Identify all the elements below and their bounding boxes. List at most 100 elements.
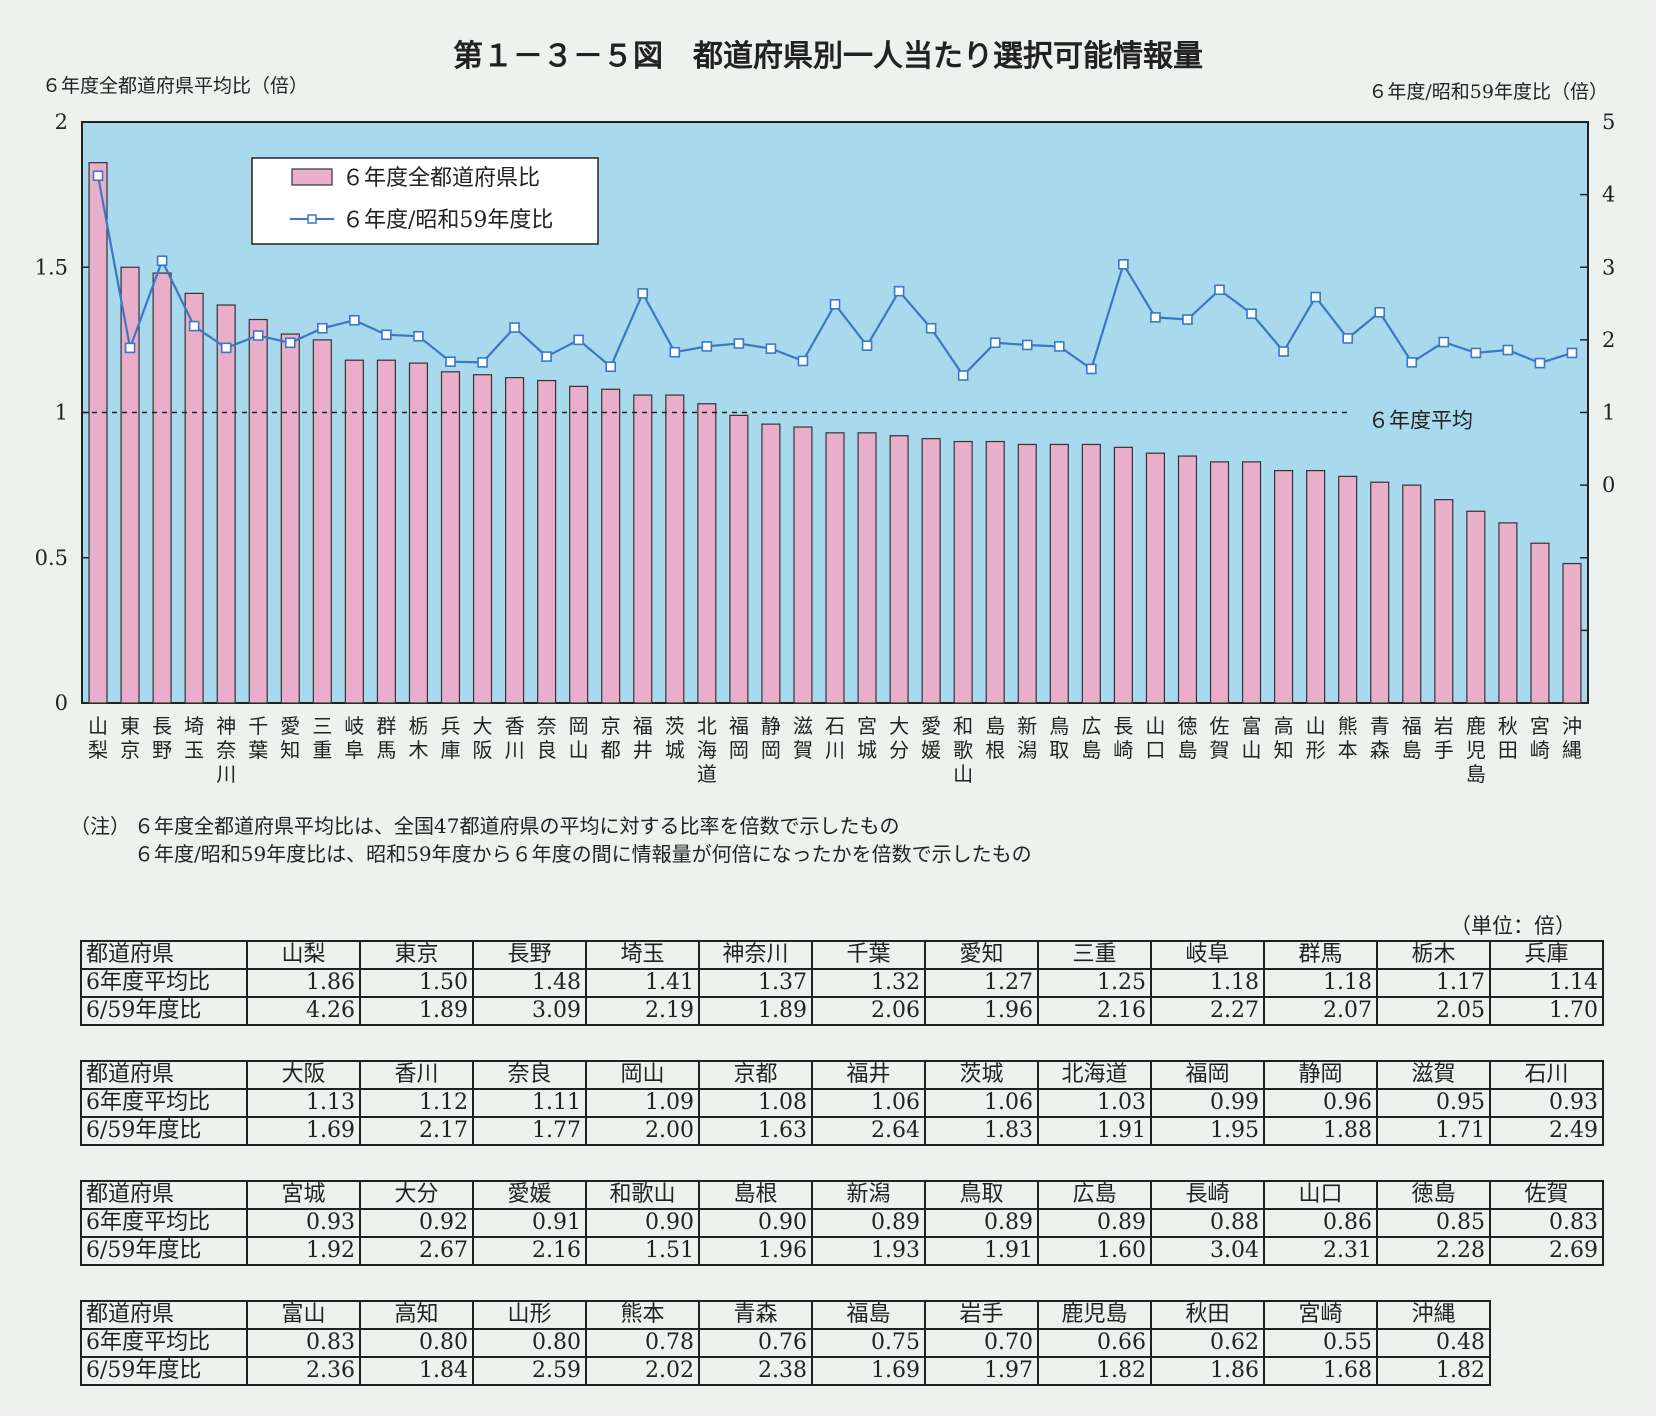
table-cell: 奈良 — [472, 1060, 587, 1090]
table-cell: 1.82 — [1376, 1356, 1491, 1386]
row-header: 6/59年度比 — [80, 1116, 248, 1146]
y-left-tick-label: 0 — [55, 691, 68, 715]
legend-bar-label: ６年度全都道府県比 — [342, 166, 540, 191]
row-header: 6/59年度比 — [80, 996, 248, 1026]
line-point — [1342, 333, 1353, 344]
table-cell: 2.36 — [246, 1356, 361, 1386]
line-point — [701, 341, 713, 352]
table-cell: 2.59 — [472, 1356, 587, 1386]
table-cell: 2.07 — [1263, 996, 1378, 1026]
table-row: 6/59年度比 1.92 2.67 2.16 1.51 1.96 1.93 1.91 1.60 3… — [80, 1236, 1604, 1266]
table-cell: 福岡 — [1150, 1060, 1265, 1090]
row-header: 都道府県 — [80, 1300, 248, 1330]
bar — [953, 440, 973, 704]
y-left-tick-label: 1.5 — [35, 255, 68, 279]
bar — [216, 304, 236, 704]
table-cell: 1.95 — [1150, 1116, 1265, 1146]
x-tick-label: 茨城 — [665, 714, 685, 762]
table-cell: 1.11 — [472, 1088, 587, 1118]
y-right-tick-label: 4 — [1602, 183, 1615, 207]
x-tick-label: 栃木 — [408, 714, 428, 762]
bar — [280, 333, 300, 704]
table-cell: 1.60 — [1037, 1236, 1152, 1266]
table-cell: 愛知 — [924, 940, 1039, 970]
bar — [633, 394, 653, 704]
table-cell: 福井 — [811, 1060, 926, 1090]
table-cell: 1.27 — [924, 968, 1039, 998]
line-point — [637, 288, 649, 299]
table-cell: 富山 — [246, 1300, 361, 1330]
x-tick-label: 宮城 — [857, 714, 877, 762]
table-cell: 2.38 — [698, 1356, 813, 1386]
bar — [1434, 499, 1454, 704]
legend-line-marker — [307, 214, 317, 224]
table-cell: 北海道 — [1037, 1060, 1152, 1090]
chart-title: 第１－３－５図 都道府県別一人当たり選択可能情報量 — [453, 39, 1203, 74]
x-tick-label: 福岡 — [729, 714, 749, 762]
legend-bar-swatch — [291, 168, 333, 186]
bar — [825, 432, 845, 704]
table-cell: 0.93 — [246, 1208, 361, 1238]
table-cell: 山口 — [1263, 1180, 1378, 1210]
x-tick-label: 徳島 — [1177, 714, 1197, 762]
table-cell: 1.86 — [246, 968, 361, 998]
chart: 第１－３－５図 都道府県別一人当たり選択可能情報量 ６年度全都道府県平均比（倍） ６… — [35, 39, 1616, 786]
table-cell: 0.95 — [1376, 1088, 1491, 1118]
table-cell: 0.83 — [1489, 1208, 1604, 1238]
table-cell: 0.90 — [585, 1208, 700, 1238]
x-tick-label: 千葉 — [248, 714, 268, 762]
line-point — [957, 370, 969, 381]
table-cell: 4.26 — [246, 996, 361, 1026]
line-point — [477, 357, 488, 368]
x-tick-label: 岐阜 — [344, 714, 364, 762]
bar — [857, 432, 877, 704]
bar — [921, 438, 941, 704]
bar — [344, 359, 364, 704]
table-cell: 山梨 — [246, 940, 361, 970]
y-left-tick-label: 1 — [55, 401, 68, 425]
x-tick-label: 埼玉 — [184, 714, 204, 762]
table-cell: 1.70 — [1489, 996, 1604, 1026]
x-tick-label: 山口 — [1145, 714, 1165, 762]
bar — [1338, 475, 1358, 704]
line-point — [573, 334, 584, 346]
table-cell: 2.64 — [811, 1116, 926, 1146]
line-point — [1246, 308, 1257, 320]
data-table-block: 都道府県 宮城 大分 愛媛 和歌山 島根 新潟 鳥取 広島 長崎 山口 徳島 佐賀 6年度平均比 0.93 0… — [80, 1180, 1604, 1266]
table-cell: 2.19 — [585, 996, 700, 1026]
line-point — [1021, 339, 1033, 351]
table-cell: 鳥取 — [924, 1180, 1039, 1210]
table-cell: 栃木 — [1376, 940, 1491, 970]
table-cell: 1.13 — [246, 1088, 361, 1118]
table-cell: 2.06 — [811, 996, 926, 1026]
x-tick-label: 福島 — [1402, 714, 1422, 762]
y-left-tick-label: 2 — [55, 110, 68, 134]
bar — [729, 414, 749, 704]
table-cell: 0.89 — [811, 1208, 926, 1238]
table-cell: 0.89 — [1037, 1208, 1152, 1238]
table-cell: 福島 — [811, 1300, 926, 1330]
bar — [1274, 470, 1294, 704]
table-cell: 0.55 — [1263, 1328, 1378, 1358]
table-cell: 大分 — [359, 1180, 474, 1210]
line-point — [1086, 363, 1097, 375]
bar — [152, 272, 172, 704]
x-tick-label: 新潟 — [1017, 714, 1037, 762]
line-point — [413, 330, 424, 342]
y-right-tick-label: 2 — [1602, 328, 1615, 352]
table-cell: 鹿児島 — [1037, 1300, 1152, 1330]
line-point — [252, 330, 264, 341]
table-cell: 1.51 — [585, 1236, 700, 1266]
table-cell: 1.71 — [1376, 1116, 1491, 1146]
table-cell: 京都 — [698, 1060, 813, 1090]
line-point — [797, 355, 809, 367]
x-tick-label: 奈良 — [537, 714, 557, 762]
table-cell: 1.50 — [359, 968, 474, 998]
row-header: 都道府県 — [80, 1060, 248, 1090]
x-tick-label: 神奈川 — [216, 714, 236, 786]
table-cell: 青森 — [698, 1300, 813, 1330]
table-cell: 岩手 — [924, 1300, 1039, 1330]
bar — [1017, 443, 1037, 704]
x-tick-label: 静岡 — [761, 714, 781, 762]
line-point — [509, 322, 520, 333]
